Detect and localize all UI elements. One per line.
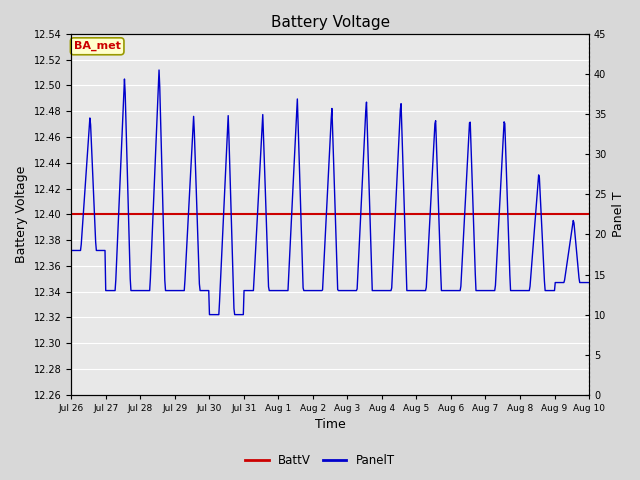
Y-axis label: Panel T: Panel T	[612, 192, 625, 237]
Title: Battery Voltage: Battery Voltage	[271, 15, 390, 30]
Legend: BattV, PanelT: BattV, PanelT	[240, 449, 400, 472]
Text: BA_met: BA_met	[74, 41, 120, 51]
Y-axis label: Battery Voltage: Battery Voltage	[15, 166, 28, 263]
X-axis label: Time: Time	[315, 419, 346, 432]
